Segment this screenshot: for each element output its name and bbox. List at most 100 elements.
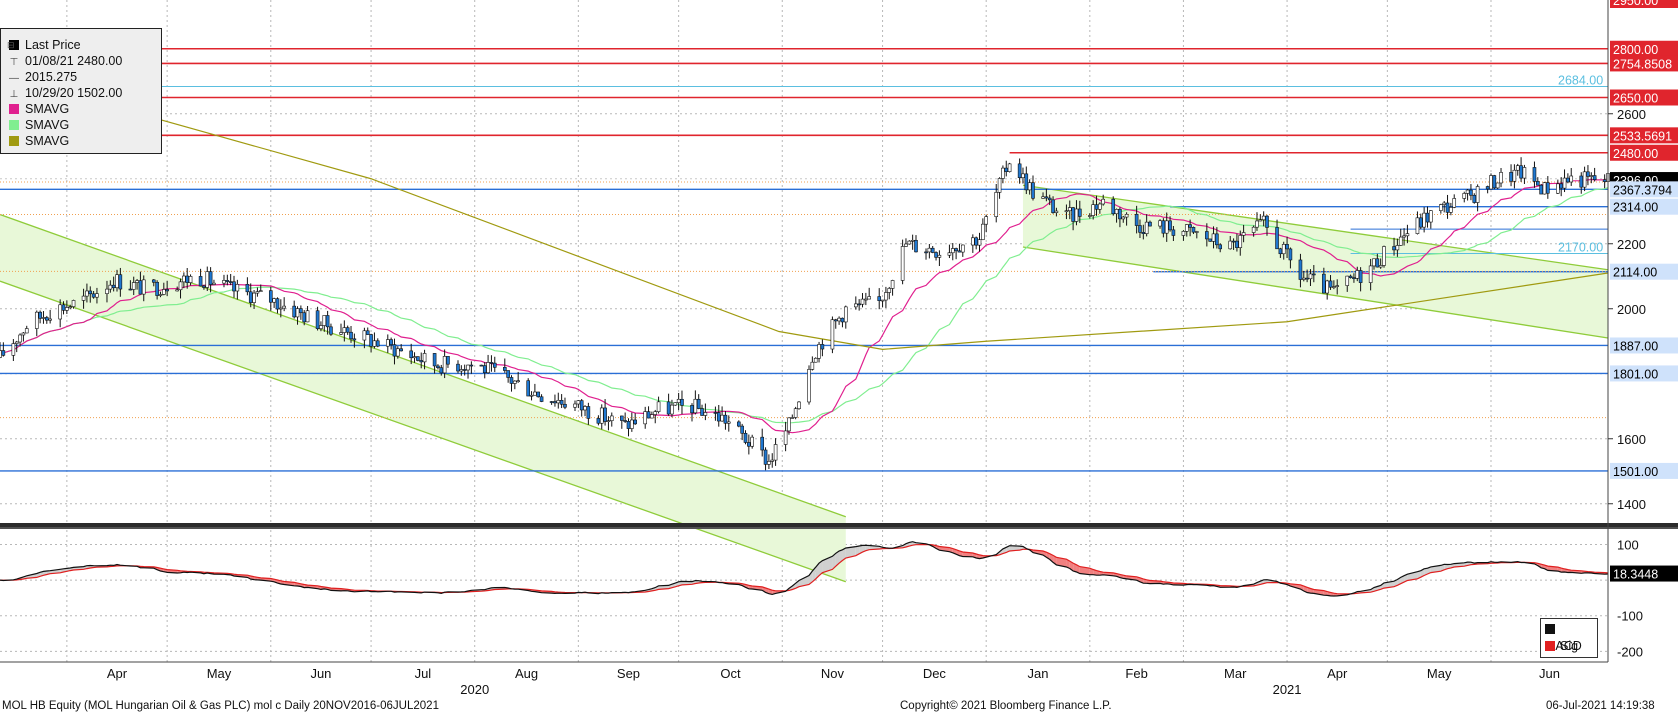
candle-body	[422, 353, 427, 363]
timestamp: 06-Jul-2021 14:19:38	[1546, 700, 1655, 712]
candle-body	[48, 318, 52, 321]
panel-separator	[0, 523, 1678, 529]
sma-swatch-icon	[9, 120, 19, 130]
candle-body	[1281, 244, 1286, 255]
channel-fill	[0, 214, 846, 582]
y-tick-label: 2200	[1617, 237, 1646, 252]
candle-body	[212, 282, 216, 285]
candle-body	[1255, 220, 1259, 228]
candle-body	[365, 330, 370, 335]
macd-histogram-fill	[822, 556, 833, 573]
candle-body	[1114, 209, 1119, 215]
year-label: 2021	[1273, 682, 1302, 697]
candle-body	[1091, 204, 1095, 216]
candle-body	[258, 290, 263, 292]
macd-legend[interactable]: MACD Sig	[1540, 618, 1598, 658]
candle-body	[1235, 240, 1239, 248]
candle-body	[466, 364, 470, 371]
month-label: Dec	[923, 666, 947, 681]
top-price-tag: 2950.00	[1613, 0, 1658, 8]
candle-body	[1469, 189, 1473, 196]
macd-histogram-fill	[795, 580, 799, 589]
legend-collapse-icon[interactable]: ⊟	[7, 40, 15, 50]
candle-body	[1582, 171, 1587, 188]
candle-body	[158, 294, 163, 296]
candle-body	[1138, 225, 1142, 233]
legend-title: Last Price	[25, 38, 81, 52]
candle-body	[726, 421, 731, 424]
legend-sma: SMAVG	[25, 118, 70, 132]
candle-body	[91, 293, 96, 298]
macd-histogram-fill	[845, 546, 856, 559]
candle-body	[586, 406, 591, 419]
candle-body	[24, 328, 29, 334]
macd-histogram-fill	[1089, 568, 1094, 575]
candle-body	[362, 330, 367, 341]
candle-body	[175, 289, 179, 292]
candle-body	[1462, 193, 1467, 199]
level-tag-box	[1610, 365, 1678, 382]
candle-body	[864, 298, 868, 301]
candle-body	[563, 403, 567, 408]
candle-body	[11, 343, 16, 356]
candle-body	[974, 237, 978, 246]
candle-body	[1592, 175, 1597, 180]
candle-body	[573, 403, 577, 408]
candle-body	[1495, 182, 1500, 189]
candle-body	[502, 367, 507, 371]
candle-body	[1372, 258, 1376, 267]
candle-body	[446, 356, 450, 365]
macd-histogram-fill	[832, 553, 836, 570]
candle-body	[1345, 275, 1350, 286]
macd-histogram-fill	[1066, 559, 1070, 569]
candle-body	[88, 290, 93, 295]
candle-body	[1211, 233, 1216, 242]
candle-body	[1205, 231, 1209, 240]
candle-body	[723, 414, 728, 424]
level-tag: 2754.8508	[1613, 57, 1672, 71]
macd-histogram-fill	[815, 563, 820, 579]
candle-body	[105, 288, 109, 294]
candle-body	[185, 275, 190, 283]
price-legend[interactable]: ⊟ Last Price ⊤ 01/08/21 2480.00 — 2015.275…	[0, 28, 162, 154]
level-tag: 1801.00	[1613, 367, 1658, 381]
macd-histogram-fill	[835, 550, 840, 567]
candle-body	[696, 398, 701, 409]
candle-body	[1111, 198, 1116, 215]
macd-histogram-fill	[1056, 557, 1067, 567]
month-label: Jan	[1028, 666, 1049, 681]
candle-body	[248, 291, 253, 303]
candle-body	[1378, 265, 1383, 268]
candle-body	[576, 400, 581, 405]
candle-body	[773, 444, 778, 461]
candle-body	[162, 289, 166, 295]
level-tag: 2114.00	[1613, 266, 1657, 280]
candle-body	[553, 401, 557, 404]
candle-body	[767, 461, 771, 465]
candle-body	[1449, 207, 1453, 213]
sig-swatch-icon	[1545, 641, 1555, 651]
candle-body	[1171, 229, 1176, 236]
candle-body	[1021, 173, 1025, 179]
candle-body	[820, 344, 825, 350]
candle-body	[793, 408, 798, 418]
candle-body	[1539, 184, 1543, 195]
candle-body	[1134, 213, 1139, 226]
candle-body	[442, 356, 447, 374]
candle-body	[693, 398, 698, 414]
candle-body	[1218, 244, 1223, 250]
candle-body	[1405, 233, 1410, 237]
level-tag-box	[1610, 181, 1678, 198]
year-label: 2020	[460, 682, 489, 697]
candle-body	[954, 248, 958, 252]
candle-body	[1348, 275, 1353, 278]
candle-body	[1064, 210, 1069, 213]
macd-line	[0, 541, 1609, 597]
level-label: 2170.00	[1558, 241, 1603, 255]
candle-body	[1535, 181, 1540, 186]
candle-body	[118, 274, 123, 290]
candle-body	[299, 308, 303, 314]
candle-body	[603, 407, 607, 422]
macd-histogram-fill	[1009, 545, 1020, 552]
candle-body	[1375, 258, 1380, 268]
